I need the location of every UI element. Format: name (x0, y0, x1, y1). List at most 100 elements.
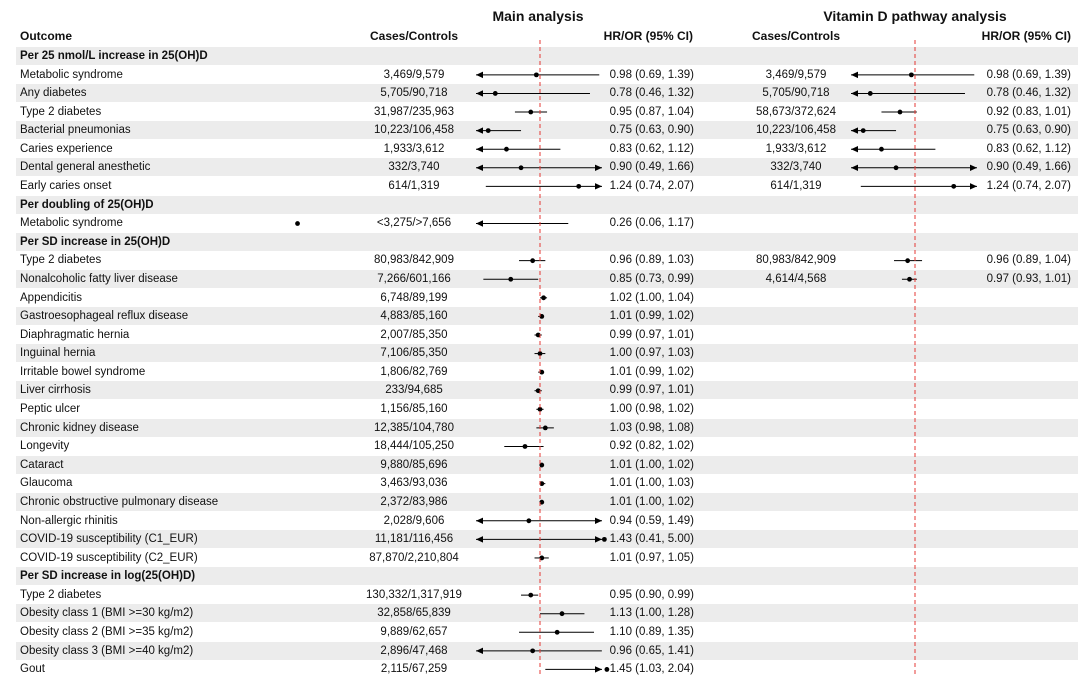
row-per-sd-increase-in-25-oh-d-type-2-diabetes-outcome: Type 2 diabetes (20, 254, 102, 267)
row-per-25-nmol-l-increase-in-25-oh-d-early-caries-onset-main-ci-arrow-right (595, 183, 602, 190)
row-band (16, 232, 1078, 251)
row-per-25-nmol-l-increase-in-25-oh-d-metabolic-syndrome-cases-vitd: 3,469/9,579 (765, 68, 827, 81)
row-per-25-nmol-l-increase-in-25-oh-d-dental-general-anesthetic-main-point-estimate (518, 165, 524, 171)
row-per-sd-increase-in-25-oh-d-nonalcoholic-fatty-liver-disease-vitd-point-estimate (907, 276, 912, 282)
row-per-sd-increase-in-25-oh-d-gastroesophageal-reflux-disease-main-point-estimate (539, 314, 545, 319)
row-per-25-nmol-l-increase-in-25-oh-d-any-diabetes-main-ci-arrow-left (476, 90, 483, 97)
row-per-25-nmol-l-increase-in-25-oh-d-dental-general-anesthetic-cases-vitd: 332/3,740 (770, 161, 822, 174)
row-per-25-nmol-l-increase-in-25-oh-d-any-diabetes-hr-vitd: 0.78 (0.46, 1.32) (986, 87, 1071, 100)
row-per-sd-increase-in-25-oh-d-chronic-kidney-disease-hr-main: 1.03 (0.98, 1.08) (609, 421, 694, 434)
row-per-sd-increase-in-25-oh-d-nonalcoholic-fatty-liver-disease-outcome: Nonalcoholic fatty liver disease (20, 272, 178, 285)
row-per-sd-increase-in-25-oh-d-covid-19-susceptibility-c2-eur-main-point-estimate (539, 555, 545, 561)
row-per-25-nmol-l-increase-in-25-oh-d-early-caries-onset-vitd-ci-arrow-right (970, 183, 977, 190)
group-header-per-sd-increase-in-25-oh-d: Per SD increase in 25(OH)D (20, 235, 171, 248)
row-per-25-nmol-l-increase-in-25-oh-d-dental-general-anesthetic-hr-main: 0.90 (0.49, 1.66) (609, 161, 694, 174)
row-per-sd-increase-in-25-oh-d-chronic-kidney-disease-main-point-estimate (542, 425, 548, 431)
row-per-25-nmol-l-increase-in-25-oh-d-type-2-diabetes-hr-vitd: 0.92 (0.83, 1.01) (986, 105, 1071, 118)
row-per-sd-increase-in-25-oh-d-covid-19-susceptibility-c2-eur-outcome: COVID-19 susceptibility (C2_EUR) (20, 551, 198, 564)
row-per-sd-increase-in-log-25-oh-d-obesity-class-2-bmi-35-kg-m2-hr-main: 1.10 (0.89, 1.35) (609, 625, 694, 638)
row-per-25-nmol-l-increase-in-25-oh-d-caries-experience-hr-vitd: 0.83 (0.62, 1.12) (986, 142, 1071, 155)
row-per-sd-increase-in-25-oh-d-glaucoma-main-point-estimate (539, 481, 545, 487)
row-per-sd-increase-in-25-oh-d-covid-19-susceptibility-c1-eur-cases-main: 11,181/116,456 (374, 533, 454, 546)
row-per-doubling-of-25-oh-d-metabolic-syndrome-hr-main: 0.26 (0.06, 1.17) (609, 217, 694, 230)
row-per-25-nmol-l-increase-in-25-oh-d-caries-experience-cases-main: 1,933/3,612 (383, 142, 445, 155)
row-per-sd-increase-in-log-25-oh-d-obesity-class-3-bmi-40-kg-m2-outcome: Obesity class 3 (BMI >=40 kg/m2) (20, 644, 194, 657)
row-per-sd-increase-in-log-25-oh-d-obesity-class-1-bmi-30-kg-m2-main-point-estimate (559, 611, 565, 617)
row-per-sd-increase-in-log-25-oh-d-type-2-diabetes-cases-main: 130,332/1,317,919 (366, 588, 462, 601)
group-header-per-doubling-of-25-oh-d: Per doubling of 25(OH)D (20, 198, 154, 211)
row-per-sd-increase-in-25-oh-d-covid-19-susceptibility-c1-eur-main-point-estimate (601, 536, 607, 542)
row-per-sd-increase-in-25-oh-d-non-allergic-rhinitis-main-point-estimate (526, 518, 532, 524)
row-per-sd-increase-in-25-oh-d-cataract-main-point-estimate (539, 462, 545, 468)
row-per-25-nmol-l-increase-in-25-oh-d-dental-general-anesthetic-vitd-ci-arrow-left (851, 164, 858, 171)
row-per-sd-increase-in-25-oh-d-chronic-kidney-disease-outcome: Chronic kidney disease (20, 421, 139, 434)
row-per-sd-increase-in-25-oh-d-type-2-diabetes-cases-vitd: 80,983/842,909 (756, 254, 836, 267)
row-per-sd-increase-in-25-oh-d-peptic-ulcer-outcome: Peptic ulcer (20, 403, 81, 416)
row-per-sd-increase-in-25-oh-d-liver-cirrhosis-main-point-estimate (535, 388, 541, 394)
row-per-sd-increase-in-25-oh-d-type-2-diabetes-vitd-point-estimate (905, 258, 911, 264)
row-per-sd-increase-in-25-oh-d-irritable-bowel-syndrome-outcome: Irritable bowel syndrome (20, 365, 146, 378)
row-per-25-nmol-l-increase-in-25-oh-d-caries-experience-vitd-point-estimate (879, 146, 884, 152)
row-per-sd-increase-in-log-25-oh-d-obesity-class-1-bmi-30-kg-m2-hr-main: 1.13 (1.00, 1.28) (609, 607, 694, 620)
row-per-25-nmol-l-increase-in-25-oh-d-dental-general-anesthetic-main-ci-arrow-right (595, 164, 602, 171)
row-per-25-nmol-l-increase-in-25-oh-d-type-2-diabetes-cases-vitd: 58,673/372,624 (756, 105, 836, 118)
row-per-sd-increase-in-25-oh-d-nonalcoholic-fatty-liver-disease-main-point-estimate (508, 276, 514, 282)
row-per-sd-increase-in-25-oh-d-covid-19-susceptibility-c1-eur-main-ci-arrow-left (476, 536, 483, 543)
row-per-25-nmol-l-increase-in-25-oh-d-caries-experience-outcome: Caries experience (20, 142, 113, 155)
row-per-sd-increase-in-25-oh-d-inguinal-hernia-hr-main: 1.00 (0.97, 1.03) (609, 347, 694, 360)
row-per-sd-increase-in-25-oh-d-inguinal-hernia-outcome: Inguinal hernia (20, 347, 96, 360)
row-per-25-nmol-l-increase-in-25-oh-d-any-diabetes-vitd-point-estimate (867, 91, 873, 96)
row-per-doubling-of-25-oh-d-metabolic-syndrome-main-point-estimate (295, 221, 300, 226)
row-per-sd-increase-in-25-oh-d-nonalcoholic-fatty-liver-disease-hr-main: 0.85 (0.73, 0.99) (609, 272, 694, 285)
row-per-sd-increase-in-25-oh-d-longevity-cases-main: 18,444/105,250 (374, 440, 454, 453)
row-per-sd-increase-in-log-25-oh-d-obesity-class-3-bmi-40-kg-m2-main-ci-arrow-left (476, 647, 483, 655)
row-per-25-nmol-l-increase-in-25-oh-d-bacterial-pneumonias-outcome: Bacterial pneumonias (20, 124, 131, 137)
hr-or-header-main: HR/OR (95% CI) (603, 29, 693, 43)
row-per-25-nmol-l-increase-in-25-oh-d-metabolic-syndrome-main-point-estimate (533, 72, 539, 78)
row-per-25-nmol-l-increase-in-25-oh-d-type-2-diabetes-hr-main: 0.95 (0.87, 1.04) (609, 105, 694, 118)
row-per-sd-increase-in-25-oh-d-diaphragmatic-hernia-hr-main: 0.99 (0.97, 1.01) (609, 328, 694, 341)
row-per-25-nmol-l-increase-in-25-oh-d-caries-experience-vitd-ci-arrow-left (851, 145, 858, 153)
row-per-sd-increase-in-25-oh-d-gastroesophageal-reflux-disease-outcome: Gastroesophageal reflux disease (20, 310, 189, 323)
row-per-25-nmol-l-increase-in-25-oh-d-early-caries-onset-hr-vitd: 1.24 (0.74, 2.07) (986, 180, 1071, 193)
cases-controls-header-vitd: Cases/Controls (751, 29, 841, 43)
row-per-doubling-of-25-oh-d-metabolic-syndrome-main-ci-arrow-left (476, 220, 483, 227)
row-per-sd-increase-in-25-oh-d-cataract-hr-main: 1.01 (1.00, 1.02) (609, 458, 694, 471)
row-per-sd-increase-in-25-oh-d-covid-19-susceptibility-c2-eur-hr-main: 1.01 (0.97, 1.05) (609, 551, 694, 564)
row-per-sd-increase-in-25-oh-d-appendicitis-hr-main: 1.02 (1.00, 1.04) (609, 291, 694, 304)
row-per-sd-increase-in-25-oh-d-chronic-obstructive-pulmonary-disease-cases-main: 2,372/83,986 (380, 495, 448, 508)
row-per-sd-increase-in-log-25-oh-d-gout-main-point-estimate (604, 667, 610, 672)
row-per-sd-increase-in-25-oh-d-appendicitis-cases-main: 6,748/89,199 (380, 291, 448, 304)
row-per-sd-increase-in-log-25-oh-d-gout-hr-main: 1.45 (1.03, 2.04) (609, 663, 694, 676)
row-per-25-nmol-l-increase-in-25-oh-d-metabolic-syndrome-vitd-ci-arrow-left (851, 71, 858, 79)
row-per-doubling-of-25-oh-d-metabolic-syndrome-cases-main: <3,275/>7,656 (376, 217, 452, 230)
row-band (16, 492, 1078, 511)
row-per-sd-increase-in-log-25-oh-d-obesity-class-3-bmi-40-kg-m2-main-point-estimate (530, 648, 536, 654)
row-per-sd-increase-in-25-oh-d-chronic-obstructive-pulmonary-disease-main-point-estimate (539, 499, 545, 505)
row-per-25-nmol-l-increase-in-25-oh-d-metabolic-syndrome-main-ci-arrow-left (476, 71, 483, 79)
row-per-25-nmol-l-increase-in-25-oh-d-bacterial-pneumonias-cases-main: 10,223/106,458 (374, 124, 454, 137)
row-per-25-nmol-l-increase-in-25-oh-d-bacterial-pneumonias-hr-main: 0.75 (0.63, 0.90) (609, 124, 694, 137)
row-per-25-nmol-l-increase-in-25-oh-d-early-caries-onset-main-point-estimate (576, 183, 582, 189)
row-per-sd-increase-in-25-oh-d-covid-19-susceptibility-c1-eur-outcome: COVID-19 susceptibility (C1_EUR) (20, 533, 198, 546)
row-band (16, 47, 1078, 65)
row-per-sd-increase-in-log-25-oh-d-obesity-class-2-bmi-35-kg-m2-main-point-estimate (554, 629, 560, 635)
row-per-sd-increase-in-25-oh-d-non-allergic-rhinitis-outcome: Non-allergic rhinitis (20, 514, 118, 527)
row-per-sd-increase-in-25-oh-d-inguinal-hernia-main-point-estimate (537, 351, 543, 356)
row-band (16, 567, 1078, 586)
row-per-sd-increase-in-log-25-oh-d-obesity-class-1-bmi-30-kg-m2-cases-main: 32,858/65,839 (377, 607, 451, 620)
row-per-sd-increase-in-25-oh-d-liver-cirrhosis-outcome: Liver cirrhosis (20, 384, 91, 397)
row-per-sd-increase-in-log-25-oh-d-obesity-class-1-bmi-30-kg-m2-outcome: Obesity class 1 (BMI >=30 kg/m2) (20, 607, 194, 620)
row-per-sd-increase-in-25-oh-d-type-2-diabetes-main-point-estimate (530, 258, 536, 264)
group-header-per-sd-increase-in-log-25-oh-d: Per SD increase in log(25(OH)D) (20, 570, 196, 583)
row-per-25-nmol-l-increase-in-25-oh-d-type-2-diabetes-vitd-point-estimate (897, 109, 903, 115)
row-per-25-nmol-l-increase-in-25-oh-d-caries-experience-main-ci-arrow-left (476, 145, 483, 153)
row-per-sd-increase-in-25-oh-d-peptic-ulcer-hr-main: 1.00 (0.98, 1.02) (609, 403, 694, 416)
row-per-sd-increase-in-25-oh-d-diaphragmatic-hernia-cases-main: 2,007/85,350 (380, 328, 448, 341)
row-per-sd-increase-in-log-25-oh-d-obesity-class-3-bmi-40-kg-m2-hr-main: 0.96 (0.65, 1.41) (609, 644, 694, 657)
row-per-sd-increase-in-25-oh-d-appendicitis-main-point-estimate (541, 295, 546, 301)
row-per-25-nmol-l-increase-in-25-oh-d-any-diabetes-cases-main: 5,705/90,718 (380, 87, 448, 100)
row-per-sd-increase-in-25-oh-d-liver-cirrhosis-cases-main: 233/94,685 (385, 384, 443, 397)
row-per-sd-increase-in-25-oh-d-type-2-diabetes-hr-vitd: 0.96 (0.89, 1.04) (986, 254, 1071, 267)
